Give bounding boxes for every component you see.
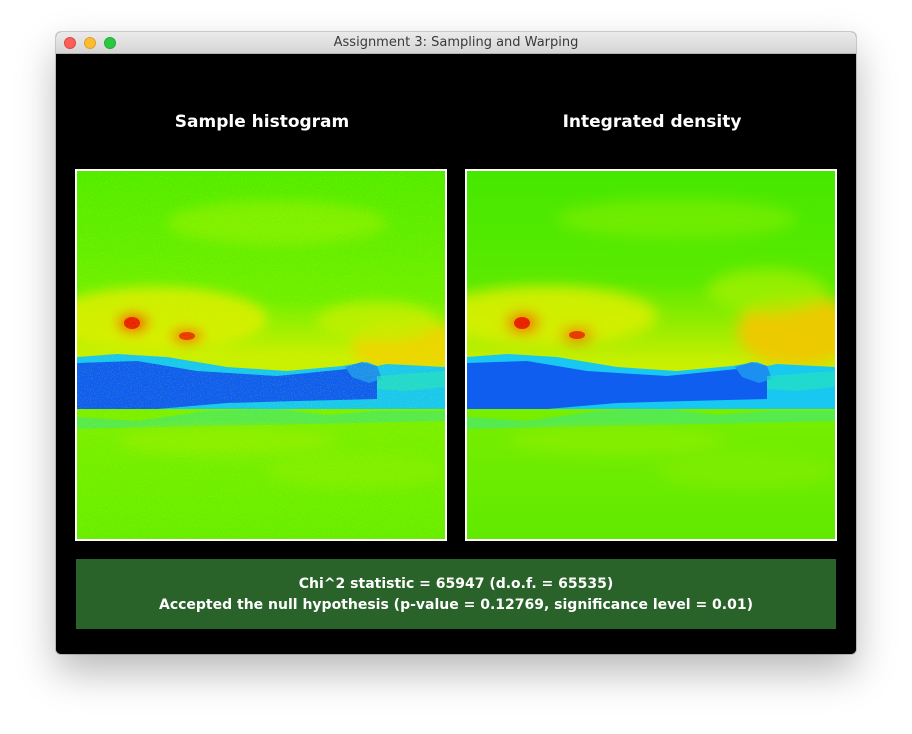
integrated-density-image (465, 169, 837, 541)
chi-square-result-box: Chi^2 statistic = 65947 (d.o.f. = 65535)… (76, 559, 836, 629)
sample-histogram-image (75, 169, 447, 541)
title-bar: Assignment 3: Sampling and Warping (56, 32, 856, 54)
close-window-button[interactable] (64, 37, 76, 49)
sample-histogram-title: Sample histogram (174, 112, 350, 132)
integrated-density-title: Integrated density (562, 112, 742, 132)
window-title: Assignment 3: Sampling and Warping (333, 35, 579, 50)
chi-square-statistic-text: Chi^2 statistic = 65947 (d.o.f. = 65535) (298, 576, 614, 592)
minimize-window-button[interactable] (84, 37, 96, 49)
main-content: Sample histogram Integrated density (56, 54, 856, 654)
app-window: Assignment 3: Sampling and Warping Sampl… (56, 32, 856, 654)
integrated-density-heatmap (467, 171, 835, 539)
hypothesis-result-text: Accepted the null hypothesis (p-value = … (158, 597, 753, 613)
sample-histogram-heatmap (77, 171, 445, 539)
maximize-window-button[interactable] (104, 37, 116, 49)
